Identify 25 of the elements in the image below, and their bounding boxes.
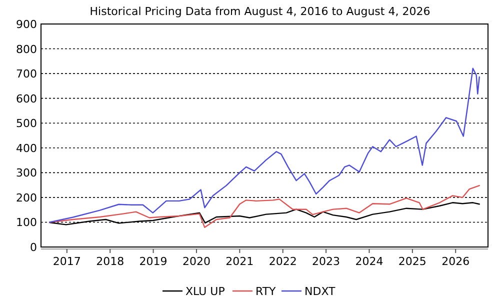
y-tick-label: 200 — [16, 191, 37, 204]
legend-label: RTY — [256, 285, 276, 298]
chart-title: Historical Pricing Data from August 4, 2016 to August 4, 2026 — [90, 5, 430, 18]
y-tick-label: 700 — [16, 68, 37, 81]
y-tick-label: 600 — [16, 92, 37, 106]
y-tick-label: 300 — [16, 166, 37, 180]
y-tick-label: 900 — [16, 18, 37, 31]
y-tick-label: 400 — [16, 142, 37, 155]
y-tick-label: 0 — [30, 241, 37, 254]
y-tick-label: 500 — [16, 117, 37, 130]
x-tick-label: 2023 — [312, 255, 340, 268]
x-tick-label: 2017 — [52, 255, 81, 268]
legend-label: NDXT — [304, 285, 336, 298]
y-tick-label: 100 — [16, 216, 37, 230]
x-tick-label: 2018 — [96, 255, 124, 268]
x-tick-label: 2025 — [398, 255, 426, 268]
x-tick-label: 2020 — [182, 255, 210, 268]
x-tick-label: 2021 — [226, 255, 254, 268]
x-tick-label: 2019 — [139, 255, 168, 268]
x-tick-label: 2026 — [442, 255, 470, 268]
line-series — [49, 68, 480, 223]
legend-label: XLU UP — [186, 285, 226, 298]
x-tick-label: 2024 — [355, 255, 384, 268]
y-tick-label: 800 — [16, 42, 37, 56]
x-tick-label: 2022 — [268, 255, 297, 268]
